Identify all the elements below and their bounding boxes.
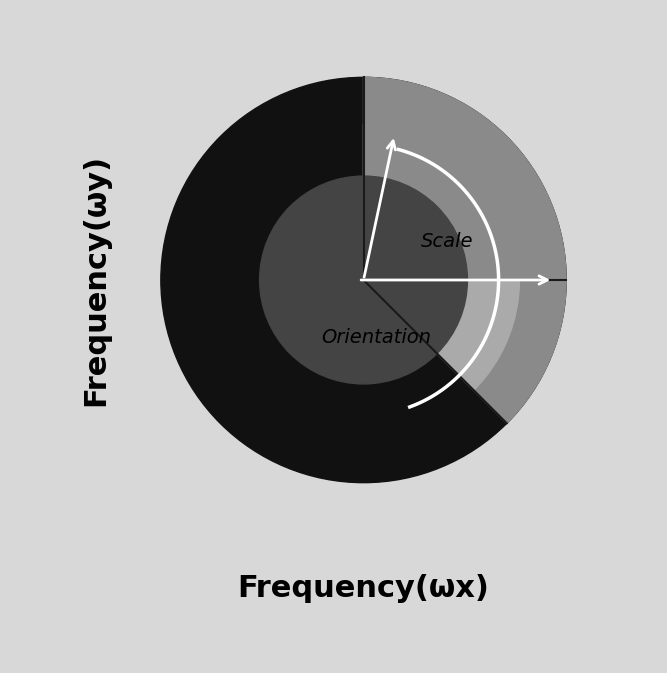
Wedge shape <box>364 77 566 423</box>
Text: Orientation: Orientation <box>321 328 432 347</box>
Circle shape <box>161 77 566 483</box>
Circle shape <box>259 176 468 384</box>
Text: Frequency(ωy): Frequency(ωy) <box>81 154 111 406</box>
Text: Scale: Scale <box>421 232 473 250</box>
Wedge shape <box>437 280 520 390</box>
Wedge shape <box>364 124 520 280</box>
Text: Frequency(ωx): Frequency(ωx) <box>237 573 490 602</box>
